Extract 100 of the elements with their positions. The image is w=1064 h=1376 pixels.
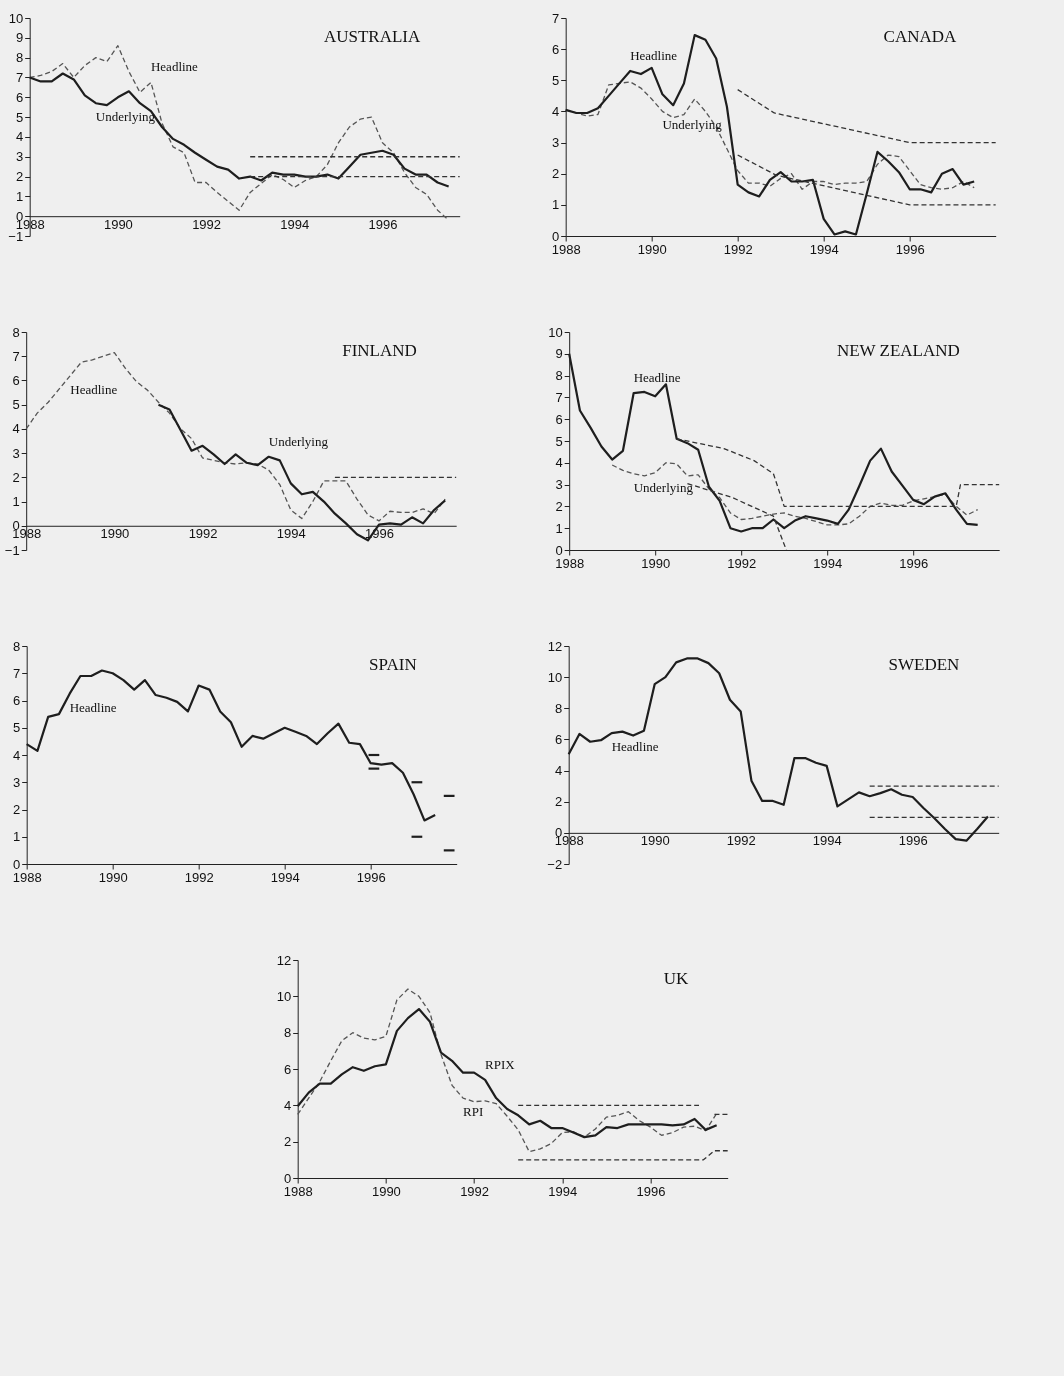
annotation: RPIX	[485, 1056, 516, 1072]
text: NEW ZEALAND	[836, 341, 960, 360]
y-tick-label: 1	[15, 188, 24, 204]
annotation: Headline	[69, 699, 117, 715]
y-tick-label: 10	[8, 10, 24, 26]
y-tick-label: 3	[12, 445, 20, 461]
x-tick-label: 1994	[548, 1183, 578, 1199]
y-tick-label: 9	[15, 30, 24, 46]
y-tick-label: −1	[4, 542, 20, 558]
x-tick-label: 1988	[12, 869, 42, 885]
text: AUSTRALIA	[323, 27, 422, 46]
x-tick-label: 1992	[188, 526, 218, 542]
x-tick-label: 1992	[460, 1183, 490, 1199]
y-tick-label: 10	[548, 324, 563, 340]
y-tick-label: 7	[15, 69, 24, 85]
x-tick-label: 1996	[368, 216, 398, 232]
x-tick-label: 1992	[726, 833, 756, 849]
y-tick-label: 12	[276, 952, 292, 968]
x-tick-label: 1992	[184, 869, 214, 885]
y-tick-label: 8	[283, 1025, 292, 1041]
y-tick-label: 6	[551, 41, 560, 57]
x-tick-label: 1990	[641, 555, 671, 571]
y-tick-label: 6	[15, 89, 24, 105]
annotation: Underlying	[662, 117, 723, 133]
y-tick-label: 4	[551, 103, 560, 119]
x-tick-label: 1994	[276, 526, 306, 542]
y-tick-label: 9	[555, 346, 563, 362]
y-tick-label: 1	[12, 494, 20, 510]
y-tick-label: 5	[555, 433, 563, 449]
y-tick-label: 6	[555, 411, 563, 427]
text: CANADA	[883, 27, 958, 46]
y-tick-label: 4	[283, 1097, 292, 1113]
y-tick-label: 4	[555, 455, 563, 471]
x-tick-label: 1996	[636, 1183, 666, 1199]
y-tick-label: 0	[555, 542, 563, 558]
y-tick-label: 4	[15, 129, 24, 145]
text: SWEDEN	[888, 655, 960, 674]
y-tick-label: 0	[283, 1170, 292, 1186]
x-tick-label: 1994	[812, 833, 842, 849]
x-tick-label: 1988	[551, 241, 581, 257]
y-tick-label: 1	[551, 197, 560, 213]
y-tick-label: 6	[12, 372, 20, 388]
annotation: Underlying	[268, 433, 329, 449]
y-tick-label: 2	[15, 169, 24, 185]
x-tick-label: 1990	[640, 833, 670, 849]
y-tick-label: 3	[15, 149, 24, 165]
annotation: Headline	[150, 59, 199, 75]
x-tick-label: 1990	[637, 241, 667, 257]
x-tick-label: 1994	[270, 869, 300, 885]
y-tick-label: 7	[551, 10, 560, 26]
x-tick-label: 1990	[103, 216, 133, 232]
x-tick-label: 1992	[723, 241, 753, 257]
y-tick-label: 2	[554, 794, 563, 810]
y-tick-label: 1	[12, 829, 21, 845]
y-tick-label: 5	[551, 72, 560, 88]
y-tick-label: −2	[547, 856, 563, 872]
y-tick-label: 12	[547, 638, 563, 654]
y-tick-label: 5	[12, 397, 20, 413]
y-tick-label: 2	[12, 802, 21, 817]
y-tick-label: 2	[12, 469, 20, 485]
text: FINLAND	[342, 341, 417, 360]
x-tick-label: 1992	[727, 555, 757, 571]
y-tick-label: 6	[554, 731, 563, 747]
x-tick-label: 1990	[100, 526, 130, 542]
y-tick-label: 7	[555, 389, 563, 405]
x-tick-label: 1988	[555, 555, 585, 571]
annotation: Underlying	[95, 109, 156, 125]
annotation: Headline	[611, 739, 659, 755]
x-tick-label: 1994	[809, 241, 839, 257]
x-tick-label: 1996	[899, 555, 929, 571]
annotation: Headline	[633, 370, 681, 386]
annotation: RPI	[463, 1104, 484, 1120]
y-tick-label: 8	[555, 368, 563, 384]
y-tick-label: 5	[12, 720, 21, 736]
y-tick-label: 8	[15, 50, 24, 66]
y-tick-label: 2	[283, 1134, 292, 1150]
y-tick-label: 8	[12, 324, 20, 340]
annotation: Underlying	[633, 479, 694, 495]
y-tick-label: 3	[12, 774, 21, 790]
y-tick-label: 3	[551, 135, 560, 151]
y-tick-label: 4	[554, 763, 563, 779]
y-tick-label: 2	[555, 498, 563, 514]
y-tick-label: 5	[15, 109, 24, 125]
x-tick-label: 1992	[192, 216, 222, 232]
y-tick-label: 6	[12, 693, 21, 708]
x-tick-label: 1996	[356, 869, 386, 885]
y-tick-label: 10	[276, 988, 292, 1004]
y-tick-label: 8	[12, 638, 21, 654]
annotation: Headline	[630, 47, 678, 63]
y-tick-label: 0	[551, 228, 560, 244]
y-tick-label: 10	[547, 669, 563, 685]
x-tick-label: 1994	[280, 216, 310, 232]
y-tick-label: 7	[12, 348, 20, 364]
x-tick-label: 1994	[813, 555, 843, 571]
y-tick-label: 3	[555, 477, 563, 493]
y-tick-label: 7	[12, 665, 21, 681]
annotation: Headline	[70, 381, 118, 397]
y-tick-label: 0	[12, 856, 21, 872]
text: SPAIN	[369, 655, 417, 674]
y-tick-label: 4	[12, 747, 21, 763]
